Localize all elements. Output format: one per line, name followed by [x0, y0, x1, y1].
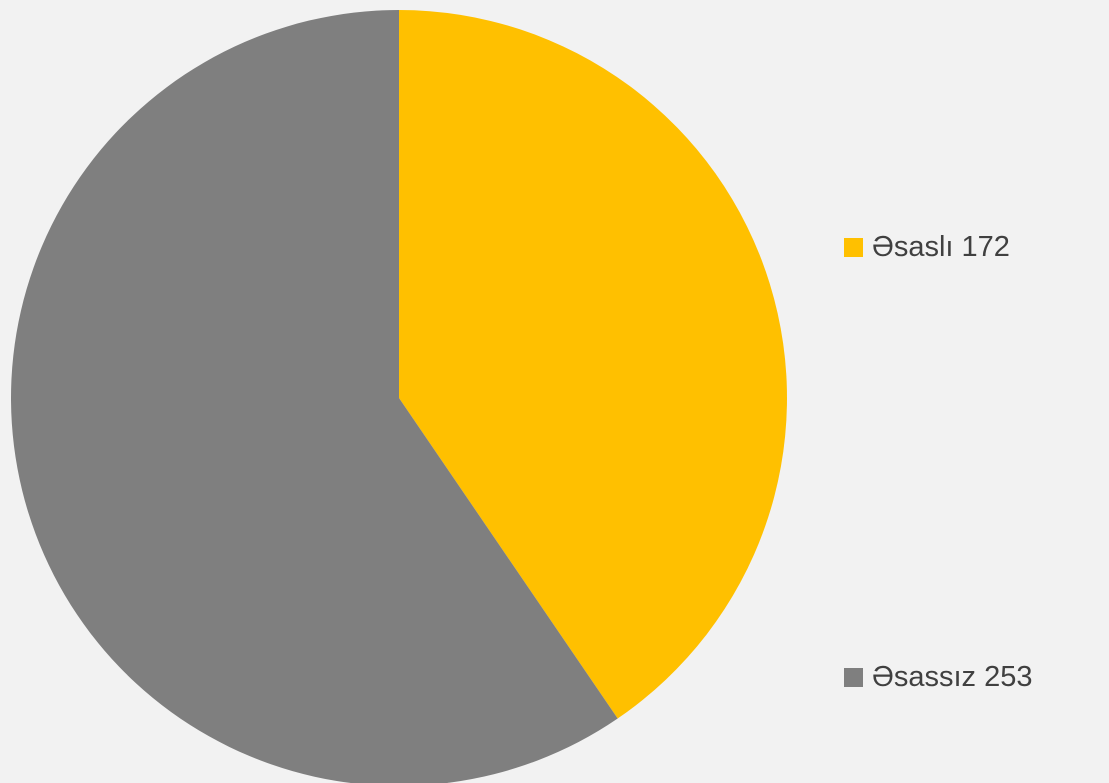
- legend-label-esasli: Əsaslı 172: [872, 230, 1010, 263]
- pie-slice-esasli: [399, 10, 787, 719]
- legend-label-esassiz: Əsassız 253: [872, 660, 1033, 693]
- legend-item-esassiz: Əsassız 253: [844, 660, 1033, 693]
- legend-swatch-esassiz: [844, 667, 863, 687]
- legend-item-esasli: Əsaslı 172: [844, 230, 1010, 263]
- pie-slice-esassiz: [11, 10, 618, 783]
- legend-swatch-esasli: [844, 237, 863, 257]
